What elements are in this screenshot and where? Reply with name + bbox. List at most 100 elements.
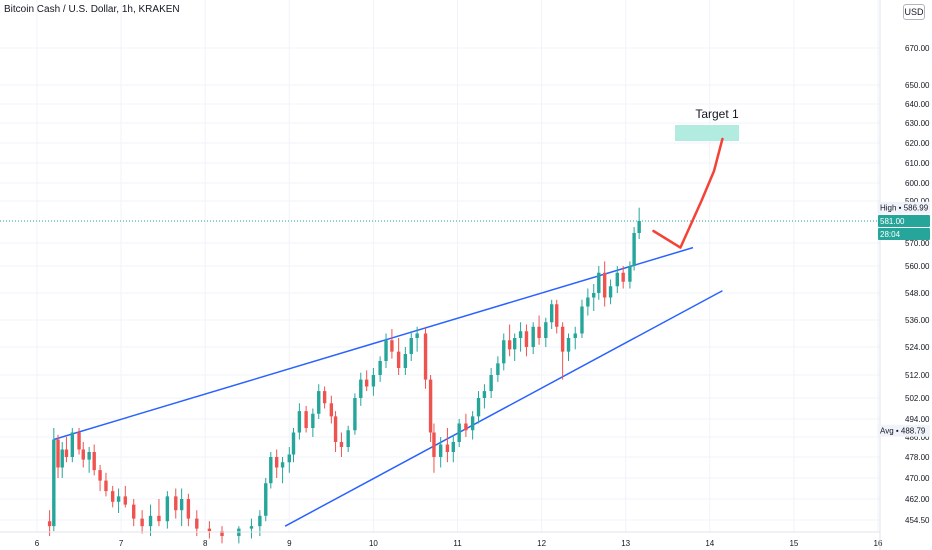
countdown-label: 28:04 xyxy=(878,228,930,240)
candle-body xyxy=(116,496,121,502)
candle-body xyxy=(174,496,178,511)
candle-body xyxy=(371,375,376,387)
candle-body xyxy=(566,338,571,352)
candle-body xyxy=(597,272,601,293)
last-price-label-bg xyxy=(878,215,930,227)
candle-body xyxy=(339,442,344,447)
candle-body xyxy=(104,480,108,492)
price-tick-label: 470.00 xyxy=(905,474,930,483)
candle-body xyxy=(632,233,636,266)
candle-body xyxy=(445,444,450,452)
price-tick-label: 462.00 xyxy=(905,495,930,504)
avg-price-label-text: Avg • 488.79 xyxy=(880,427,926,436)
candle-body xyxy=(423,333,428,380)
candle-body xyxy=(123,496,128,505)
price-tick-label: 620.00 xyxy=(905,139,930,148)
price-tick-label: 560.00 xyxy=(905,262,930,271)
candle-body xyxy=(507,340,512,350)
price-tick-label: 590.00 xyxy=(905,197,930,206)
candle-body xyxy=(602,272,607,298)
currency-badge[interactable]: USD xyxy=(903,4,925,20)
candle-body xyxy=(317,391,321,414)
annotations-layer: Target 1 xyxy=(0,107,880,249)
price-tick-label: 630.00 xyxy=(905,119,930,128)
candle-body xyxy=(291,432,296,455)
time-tick-label: 13 xyxy=(621,539,630,548)
candle-body xyxy=(364,379,369,387)
candle-body xyxy=(502,340,506,364)
price-tick-label: 600.00 xyxy=(905,179,930,188)
trendlines-layer xyxy=(53,246,723,527)
candle-body xyxy=(524,331,529,347)
candle-body xyxy=(165,496,170,522)
avg-price-label: Avg • 488.79 xyxy=(878,424,930,437)
candle-body xyxy=(512,338,517,350)
candle-body xyxy=(186,499,191,519)
candle-body xyxy=(537,326,541,338)
candle-body xyxy=(304,411,308,428)
candle-body xyxy=(311,413,315,428)
high-price-label: High • 586.99 xyxy=(878,201,930,214)
candle-body xyxy=(81,449,85,460)
grid-layer xyxy=(0,0,880,532)
candle-body xyxy=(628,266,632,282)
candle-body xyxy=(353,398,357,431)
price-tick-label: 494.00 xyxy=(905,415,930,424)
candle-body xyxy=(56,439,60,468)
candle-body xyxy=(274,457,279,468)
price-tick-label: 512.00 xyxy=(905,371,930,380)
candle-body xyxy=(52,439,56,527)
candle-body xyxy=(544,322,548,338)
candle-body xyxy=(384,340,388,361)
high-price-label-text: High • 586.99 xyxy=(880,204,929,213)
candle-body xyxy=(157,515,161,522)
price-tick-label: 610.00 xyxy=(905,159,930,168)
candle-body xyxy=(464,423,468,431)
candle-body xyxy=(333,416,338,442)
candle-body xyxy=(287,454,291,463)
candle-body xyxy=(451,442,455,452)
candle-body xyxy=(249,526,254,529)
candle-body xyxy=(489,375,493,392)
avg-price-label-bg xyxy=(878,424,930,437)
high-price-label-bg xyxy=(878,201,930,214)
candle-body xyxy=(264,483,268,516)
candle-body xyxy=(457,423,461,442)
trendline xyxy=(53,246,694,441)
time-tick-label: 15 xyxy=(789,539,798,548)
candle-body xyxy=(518,331,523,338)
symbol-title: Bitcoin Cash / U.S. Dollar, 1h, KRAKEN xyxy=(4,4,180,15)
price-tick-label: 570.00 xyxy=(905,239,930,248)
candle-body xyxy=(403,354,408,368)
candle-body xyxy=(482,391,487,398)
candle-body xyxy=(470,416,475,431)
countdown-label-bg xyxy=(878,228,930,240)
candle-body xyxy=(615,272,619,287)
price-tick-label: 670.00 xyxy=(905,44,930,53)
candle-body xyxy=(87,452,91,460)
price-tick-label: 524.00 xyxy=(905,343,930,352)
candle-body xyxy=(438,444,443,457)
last-price-label: 581.00 xyxy=(878,215,930,227)
candle-body xyxy=(396,351,401,368)
candle-body xyxy=(432,432,436,457)
countdown-label-text: 28:04 xyxy=(880,230,901,239)
candle-body xyxy=(64,449,69,457)
last-price-label-text: 581.00 xyxy=(880,217,905,226)
time-tick-label: 9 xyxy=(287,539,292,548)
candle-body xyxy=(580,306,584,334)
candle-body xyxy=(329,403,334,417)
candle-body xyxy=(359,379,363,398)
candle-body xyxy=(476,398,481,417)
time-tick-label: 6 xyxy=(35,539,40,548)
candle-body xyxy=(531,326,535,347)
candle-body xyxy=(592,293,596,298)
time-tick-label: 14 xyxy=(705,539,714,548)
candle-body xyxy=(92,452,96,471)
candle-body xyxy=(560,326,565,352)
time-tick-label: 16 xyxy=(874,539,883,548)
candle-body xyxy=(428,379,433,433)
candle-body xyxy=(140,518,144,527)
time-tick-label: 11 xyxy=(453,539,462,548)
